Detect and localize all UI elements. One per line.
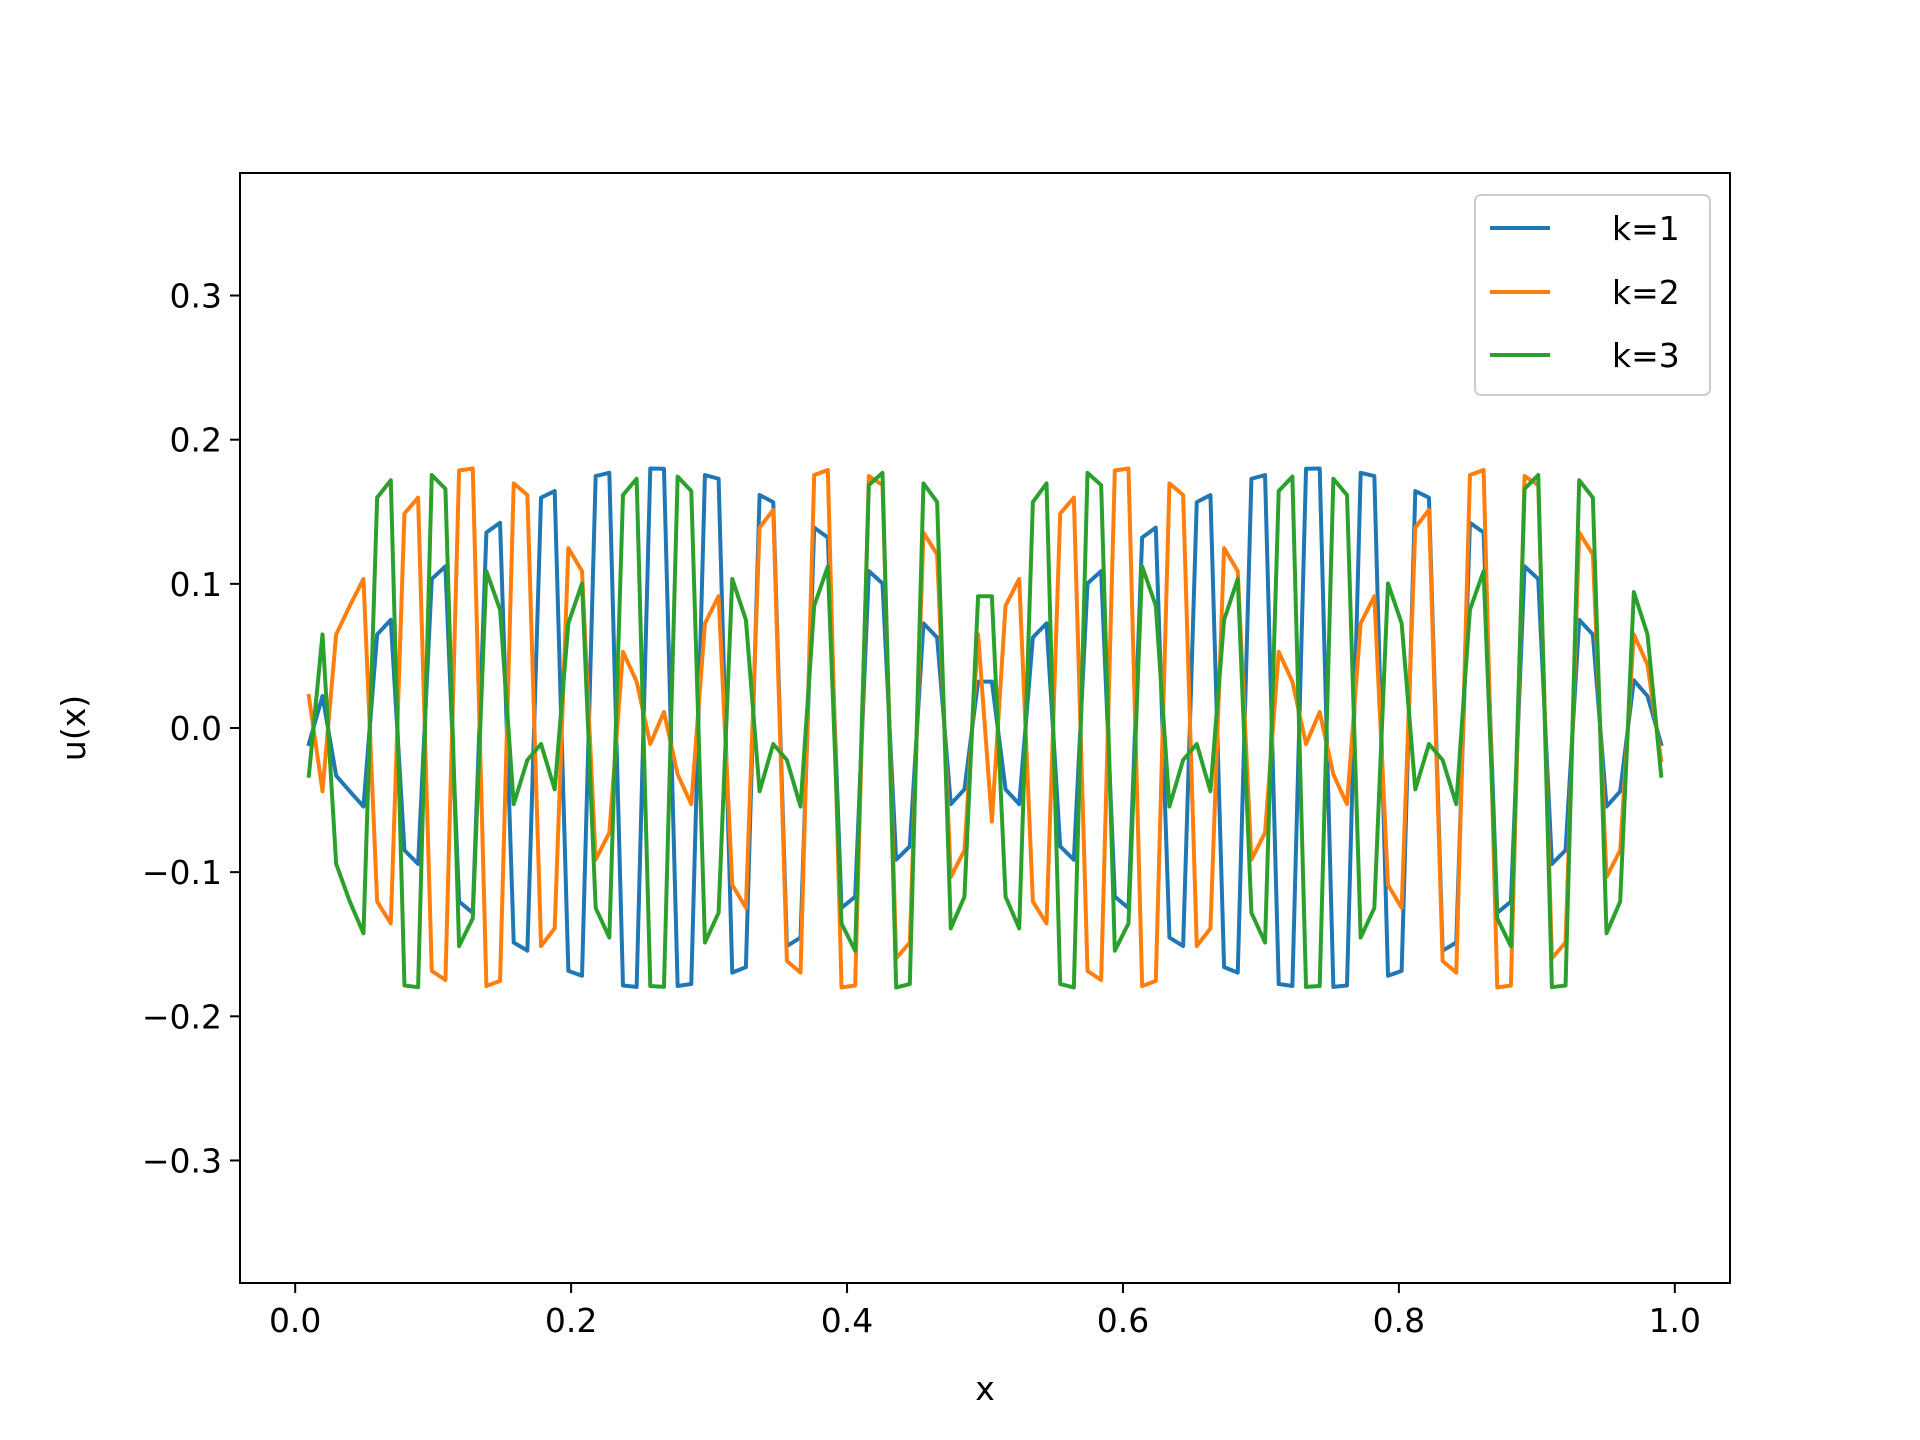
x-axis: 0.0 0.2 0.4 0.6 0.8 1.0 [269,1283,1701,1340]
legend-box [1474,194,1711,396]
series-line-k2 [306,466,1664,990]
x-tick-label: 0.0 [269,1301,321,1340]
y-tick-label: 0.1 [170,565,222,604]
y-tick-label: −0.3 [142,1141,222,1180]
legend: k=1 k=2 k=3 [1474,194,1711,396]
series-line-k3 [306,470,1664,990]
y-tick-label: 0.2 [170,421,222,460]
x-axis-label: x [975,1369,995,1408]
y-tick-label: 0.3 [170,277,222,316]
series-layer [306,466,1664,990]
legend-label-k2: k=2 [1612,273,1680,312]
y-axis: −0.3 −0.2 −0.1 0.0 0.1 0.2 0.3 [142,277,240,1180]
y-axis-label: u(x) [54,695,93,761]
x-tick-label: 1.0 [1649,1301,1701,1340]
y-tick-label: 0.0 [170,709,222,748]
legend-label-k1: k=1 [1612,209,1680,248]
x-tick-label: 0.8 [1373,1301,1425,1340]
x-tick-label: 0.4 [821,1301,873,1340]
x-tick-label: 0.2 [545,1301,597,1340]
y-tick-label: −0.1 [142,853,222,892]
y-tick-label: −0.2 [142,997,222,1036]
legend-label-k3: k=3 [1612,336,1680,375]
x-tick-label: 0.6 [1097,1301,1149,1340]
